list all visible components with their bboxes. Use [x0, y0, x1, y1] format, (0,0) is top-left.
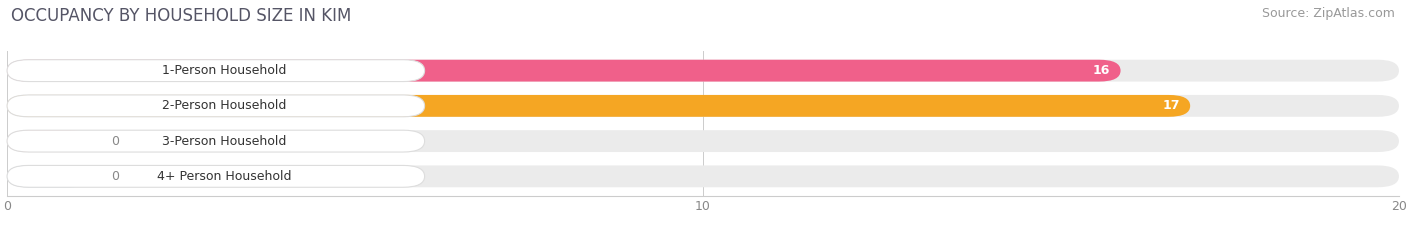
FancyBboxPatch shape — [7, 95, 1191, 117]
Text: 4+ Person Household: 4+ Person Household — [157, 170, 291, 183]
FancyBboxPatch shape — [7, 165, 425, 187]
FancyBboxPatch shape — [7, 60, 1121, 82]
Text: 16: 16 — [1092, 64, 1111, 77]
Text: 0: 0 — [111, 170, 120, 183]
Text: OCCUPANCY BY HOUSEHOLD SIZE IN KIM: OCCUPANCY BY HOUSEHOLD SIZE IN KIM — [11, 7, 352, 25]
FancyBboxPatch shape — [7, 130, 1399, 152]
Text: Source: ZipAtlas.com: Source: ZipAtlas.com — [1261, 7, 1395, 20]
Text: 2-Person Household: 2-Person Household — [162, 99, 287, 112]
Text: 3-Person Household: 3-Person Household — [162, 135, 287, 148]
FancyBboxPatch shape — [7, 60, 425, 82]
Text: 17: 17 — [1163, 99, 1180, 112]
FancyBboxPatch shape — [7, 95, 425, 117]
FancyBboxPatch shape — [7, 60, 1399, 82]
FancyBboxPatch shape — [7, 165, 90, 187]
Text: 1-Person Household: 1-Person Household — [162, 64, 287, 77]
FancyBboxPatch shape — [7, 130, 425, 152]
Text: 0: 0 — [111, 135, 120, 148]
FancyBboxPatch shape — [7, 130, 90, 152]
FancyBboxPatch shape — [7, 165, 1399, 187]
FancyBboxPatch shape — [7, 95, 1399, 117]
